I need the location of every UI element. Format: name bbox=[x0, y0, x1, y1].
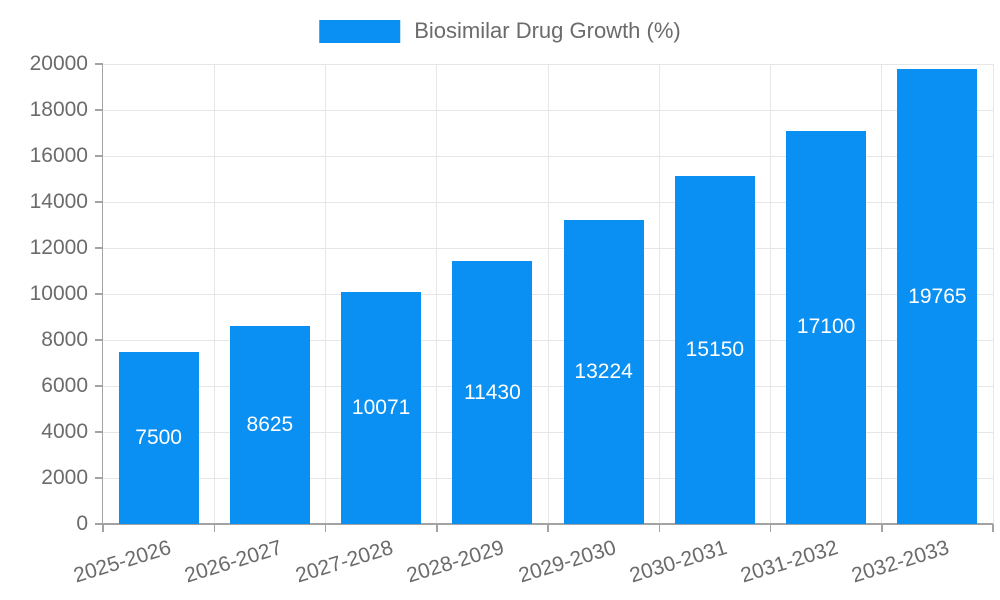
y-axis-tick bbox=[95, 63, 103, 65]
y-axis-tick bbox=[95, 247, 103, 249]
y-axis-tick bbox=[95, 431, 103, 433]
y-axis-tick bbox=[95, 523, 103, 525]
y-axis-tick bbox=[95, 293, 103, 295]
y-axis-tick bbox=[95, 155, 103, 157]
x-gridline bbox=[881, 64, 883, 524]
y-axis-tick bbox=[95, 477, 103, 479]
y-tick-label: 4000 bbox=[41, 420, 88, 443]
bar-value-label: 19765 bbox=[908, 284, 967, 308]
bar bbox=[674, 175, 755, 524]
x-axis-tick bbox=[992, 524, 994, 532]
bar-value-label: 17100 bbox=[796, 315, 856, 339]
y-tick-label: 8000 bbox=[41, 328, 88, 351]
x-axis-tick bbox=[324, 524, 327, 532]
legend-label: Biosimilar Drug Growth (%) bbox=[414, 18, 681, 43]
bar-value-label: 15150 bbox=[685, 337, 745, 361]
y-axis-line bbox=[101, 64, 103, 532]
y-tick-label: 14000 bbox=[29, 190, 88, 213]
x-gridline bbox=[325, 64, 326, 524]
y-tick-label: 20000 bbox=[29, 52, 88, 75]
x-gridline bbox=[547, 64, 549, 524]
x-axis-tick bbox=[213, 524, 215, 532]
y-tick-label: 12000 bbox=[29, 236, 88, 259]
y-tick-label: 0 bbox=[76, 512, 88, 535]
bar bbox=[229, 325, 310, 524]
x-gridline bbox=[992, 64, 994, 524]
bar bbox=[897, 69, 978, 524]
x-gridline bbox=[658, 64, 660, 524]
y-axis-tick bbox=[95, 201, 103, 203]
bar bbox=[786, 130, 867, 524]
x-axis-tick bbox=[658, 524, 660, 532]
bar bbox=[118, 351, 199, 524]
x-axis-tick bbox=[547, 524, 549, 532]
bar bbox=[563, 219, 644, 524]
bar bbox=[452, 261, 533, 524]
legend-swatch bbox=[319, 19, 401, 43]
y-axis-tick bbox=[95, 385, 103, 387]
y-tick-label: 16000 bbox=[29, 144, 88, 167]
bar-value-label: 11430 bbox=[463, 380, 521, 404]
y-tick-label: 6000 bbox=[41, 374, 88, 397]
x-axis-tick bbox=[102, 524, 104, 532]
legend-item[interactable]: Biosimilar Drug Growth (%) bbox=[319, 18, 681, 44]
y-tick-label: 18000 bbox=[29, 98, 88, 121]
bar-value-label: 10071 bbox=[351, 396, 411, 420]
x-axis-tick bbox=[769, 524, 772, 532]
y-tick-label: 2000 bbox=[41, 466, 88, 489]
y-axis-tick bbox=[95, 109, 103, 111]
bar-value-label: 7500 bbox=[135, 425, 182, 449]
bar-value-label: 13224 bbox=[574, 359, 633, 383]
bar-value-label: 8625 bbox=[246, 412, 294, 436]
y-axis-tick bbox=[95, 339, 103, 341]
x-axis-line bbox=[103, 523, 993, 525]
x-gridline bbox=[770, 64, 771, 524]
x-gridline bbox=[436, 64, 438, 524]
bar bbox=[341, 292, 422, 524]
x-axis-tick bbox=[881, 524, 883, 532]
x-axis-tick bbox=[436, 524, 438, 532]
x-gridline bbox=[213, 64, 215, 524]
y-tick-label: 10000 bbox=[29, 282, 88, 305]
